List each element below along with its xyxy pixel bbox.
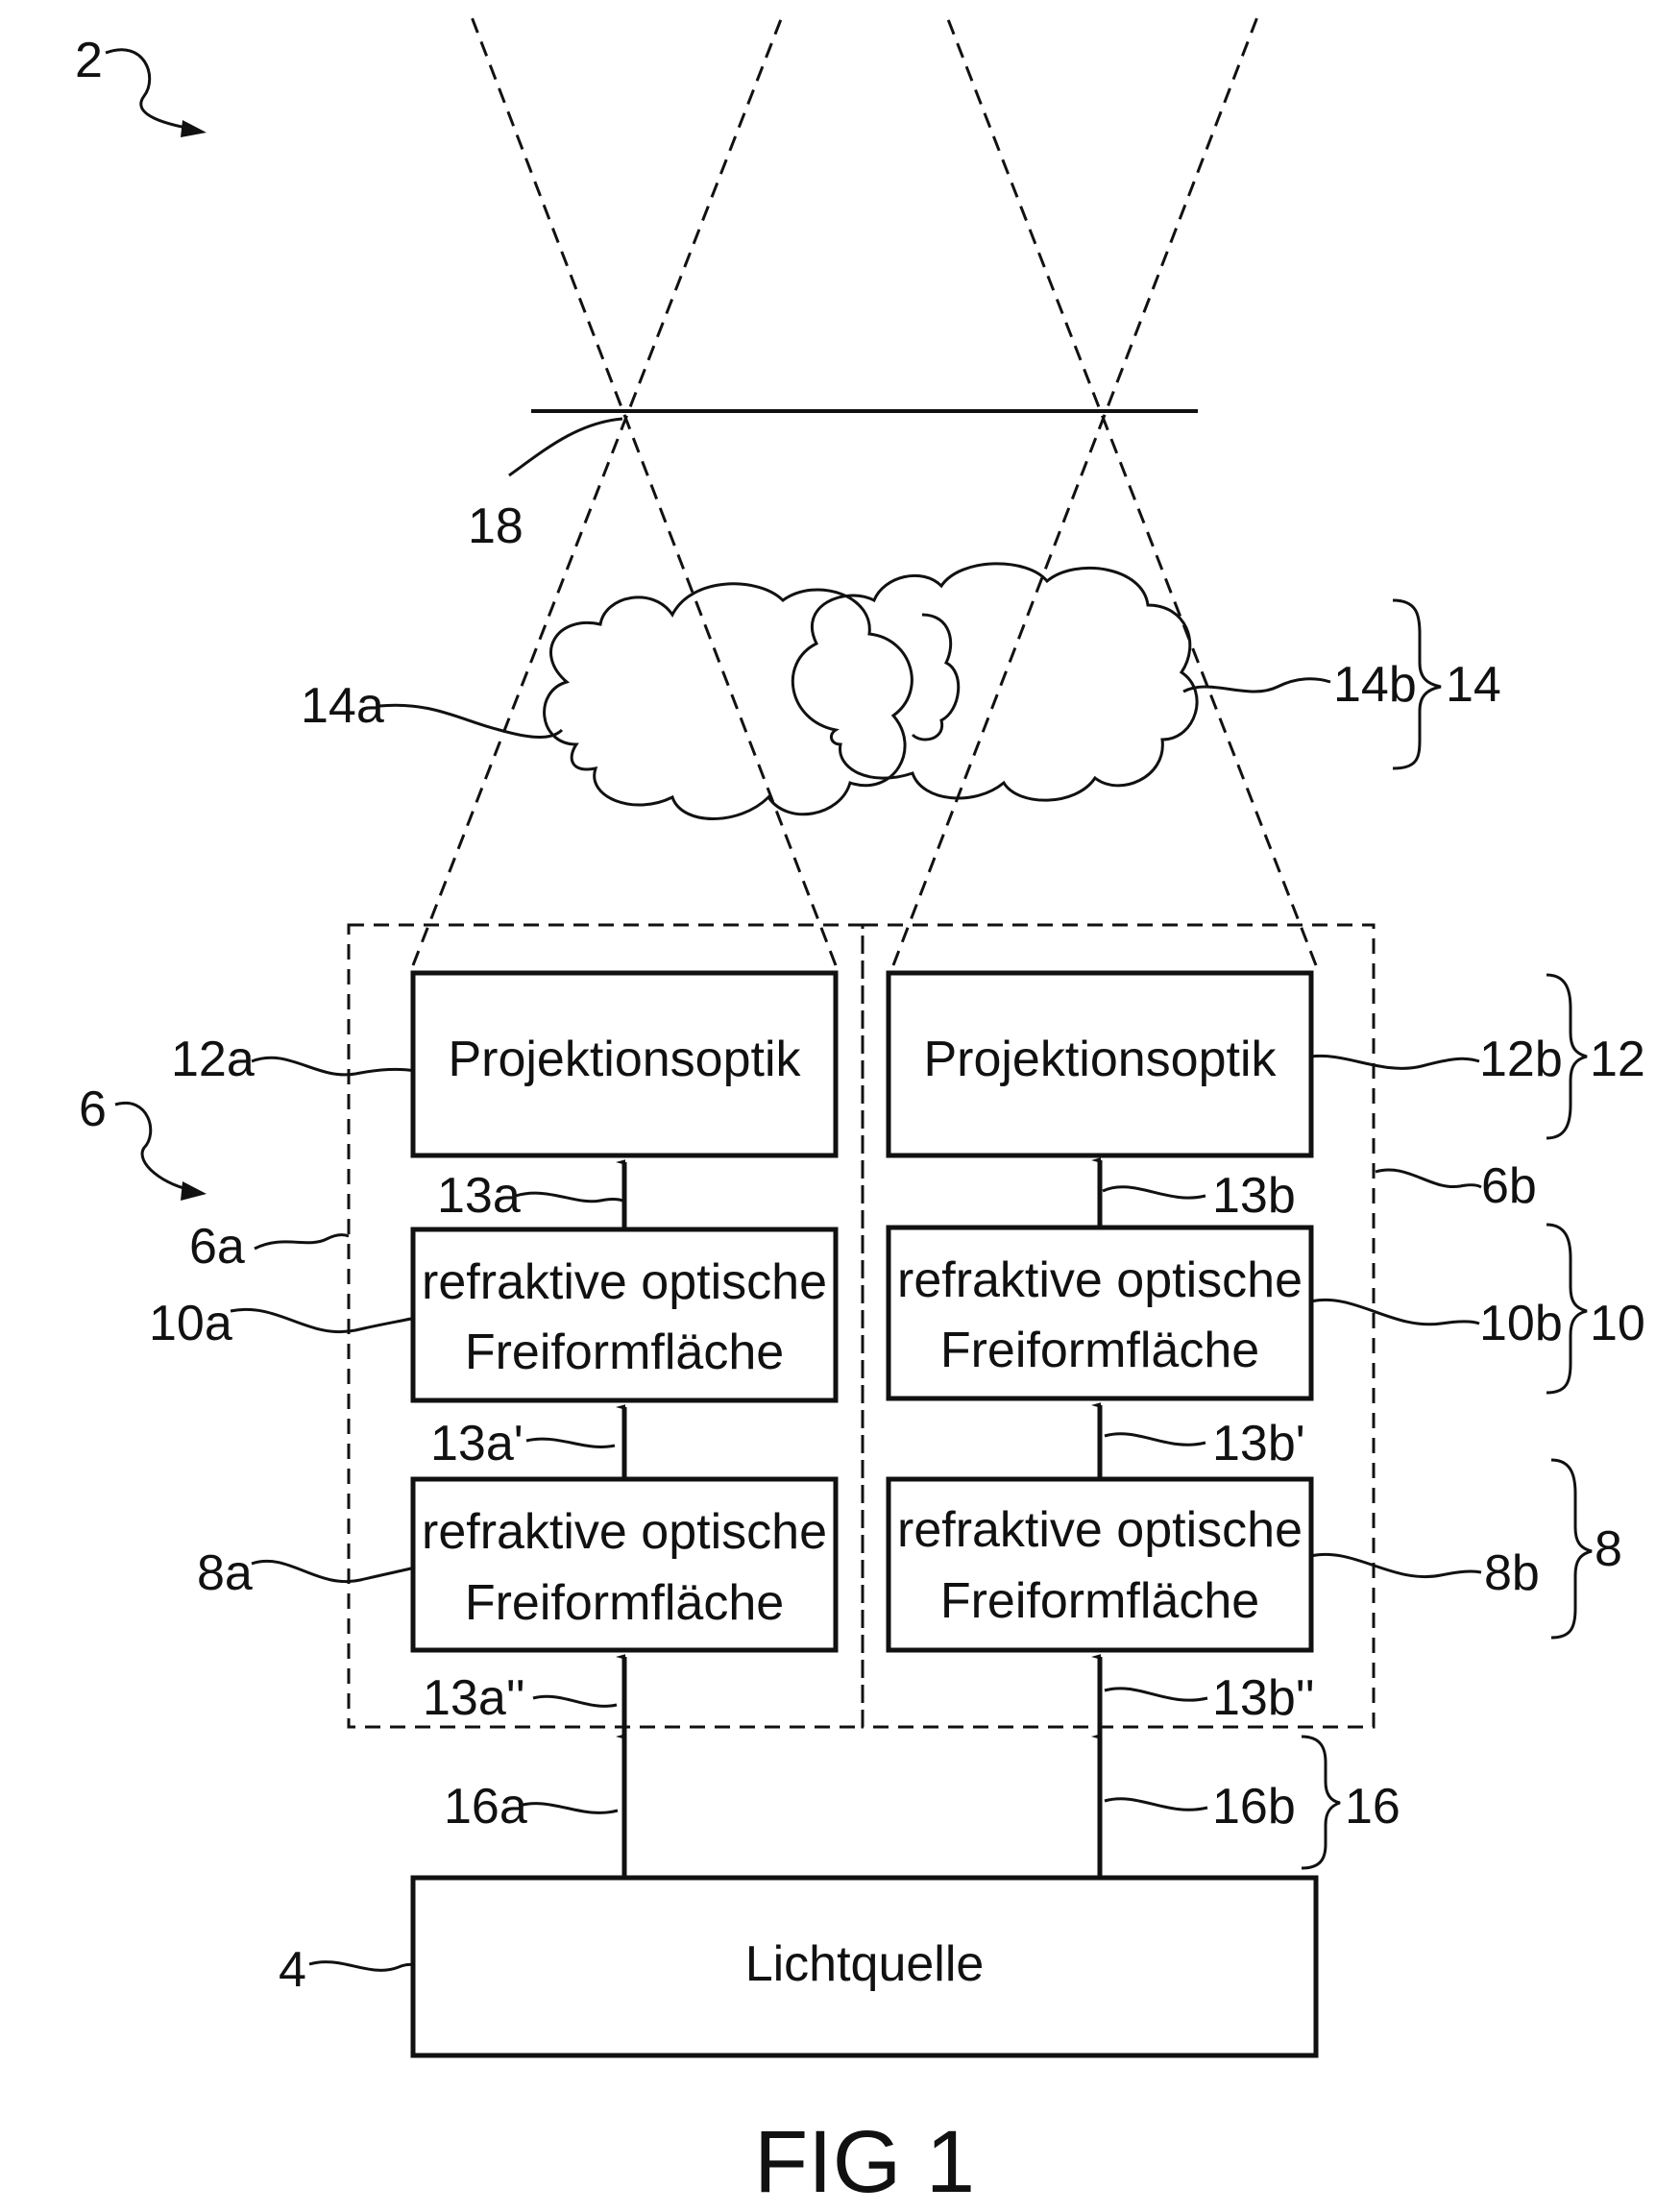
ref-13b-leader: [1103, 1187, 1205, 1198]
ref-10b-leader: [1311, 1300, 1479, 1324]
freeform-surface-8a-line2: Freiformfläche: [465, 1575, 784, 1631]
ref-2-arrow: [106, 50, 197, 130]
ref-13b-prime-leader: [1105, 1434, 1205, 1446]
projection-cones: [413, 14, 1316, 965]
ref-12a-leader: [252, 1057, 415, 1075]
ref-2-label: 2: [75, 33, 103, 88]
ref-13a-prime-label: 13a': [430, 1416, 524, 1471]
ref-13b-label: 13b: [1212, 1168, 1296, 1224]
ref-4-leader: [309, 1962, 415, 1971]
ref-18-label: 18: [468, 498, 524, 554]
ref-13b-double-prime-leader: [1105, 1689, 1207, 1700]
ref-10-label: 10: [1590, 1296, 1645, 1351]
ref-13a-double-prime-leader: [533, 1696, 617, 1706]
ref-4-label: 4: [279, 1942, 306, 1998]
cone-a-left-ray: [413, 14, 783, 965]
ref-13a-double-prime-label: 13a'': [423, 1670, 525, 1726]
cone-b-right-ray: [946, 14, 1316, 965]
freeform-surface-10a-line2: Freiformfläche: [465, 1325, 784, 1380]
freeform-surface-10a-line1: refraktive optische: [422, 1254, 827, 1310]
freeform-surface-10b-line1: refraktive optische: [897, 1252, 1303, 1308]
projection-optics-12b-label: Projektionsoptik: [923, 1032, 1277, 1087]
ref-16b-label: 16b: [1212, 1779, 1296, 1835]
figure-caption: FIG 1: [754, 2113, 975, 2211]
ref-13b-double-prime-label: 13b'': [1212, 1670, 1315, 1726]
ref-13a-label: 13a: [437, 1168, 521, 1224]
ref-14a-label: 14a: [301, 678, 384, 734]
cone-b-left-ray: [893, 14, 1258, 965]
ref-12b-label: 12b: [1479, 1032, 1563, 1087]
ref-6b-leader: [1376, 1170, 1481, 1187]
ref-14b-label: 14b: [1333, 657, 1417, 713]
projection-optics-12a-label: Projektionsoptik: [448, 1032, 801, 1087]
ref-8b-leader: [1311, 1554, 1481, 1576]
freeform-surface-10b-line2: Freiformfläche: [940, 1323, 1259, 1378]
ref-2-arrowhead: [181, 120, 207, 137]
cone-a-right-ray: [471, 14, 836, 965]
freeform-surface-8b-line1: refraktive optische: [897, 1502, 1303, 1558]
ref-8-label: 8: [1595, 1521, 1622, 1577]
cloud-14a: [545, 584, 913, 819]
ref-8b-label: 8b: [1484, 1545, 1540, 1601]
ref-6-arrowhead: [181, 1181, 207, 1201]
ref-6a-leader: [255, 1235, 349, 1249]
ref-6-label: 6: [79, 1082, 107, 1137]
ref-13b-prime-label: 13b': [1212, 1416, 1305, 1471]
ref-6a-label: 6a: [189, 1219, 245, 1275]
brace-8: [1551, 1460, 1592, 1638]
ref-13a-prime-leader: [526, 1439, 615, 1446]
ref-6-arrow: [115, 1103, 197, 1191]
ref-12b-leader: [1311, 1056, 1479, 1068]
freeform-surface-8b-line2: Freiformfläche: [940, 1573, 1259, 1629]
freeform-surface-8a-line1: refraktive optische: [422, 1504, 827, 1560]
light-source-4-label: Lichtquelle: [745, 1936, 985, 1992]
ref-12-label: 12: [1590, 1032, 1645, 1087]
ref-13a-leader: [516, 1193, 622, 1202]
ref-16a-leader: [519, 1804, 618, 1813]
ref-16b-leader: [1105, 1799, 1207, 1811]
ref-10b-label: 10b: [1479, 1296, 1563, 1351]
cloud-14b-inner-contour: [913, 615, 959, 740]
ref-8a-label: 8a: [197, 1545, 253, 1601]
ref-14a-leader: [379, 705, 562, 737]
ref-16a-label: 16a: [444, 1779, 527, 1835]
ref-8a-leader: [252, 1561, 415, 1581]
ref-14-label: 14: [1446, 657, 1501, 713]
ref-10a-label: 10a: [149, 1296, 232, 1351]
brace-16: [1302, 1737, 1340, 1868]
ref-16-label: 16: [1345, 1779, 1400, 1835]
ref-10a-leader: [231, 1309, 415, 1331]
ref-12a-label: 12a: [171, 1032, 255, 1087]
ref-6b-label: 6b: [1481, 1158, 1537, 1214]
